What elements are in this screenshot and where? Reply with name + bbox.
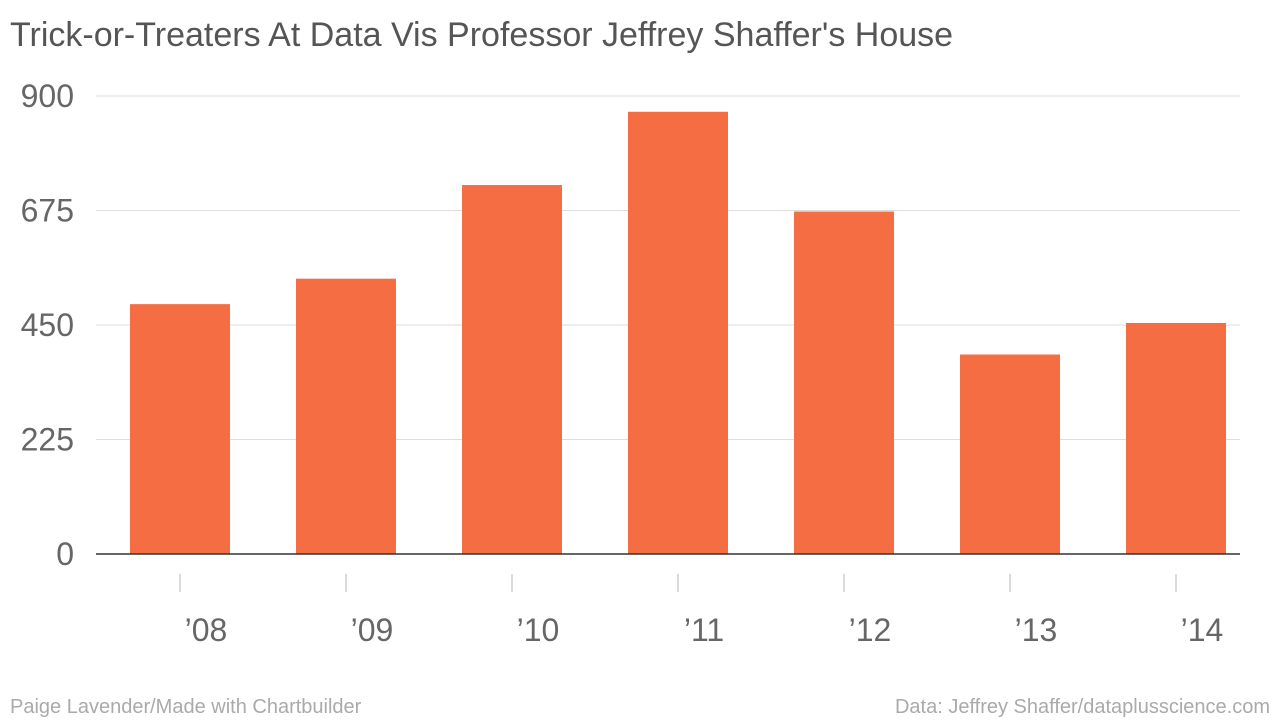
y-tick-label: 450 — [21, 307, 74, 343]
x-tick-label: ’10 — [517, 612, 560, 648]
credit-left: Paige Lavender/Made with Chartbuilder — [10, 696, 362, 718]
y-tick-label: 675 — [21, 193, 74, 229]
x-tick-label: ’14 — [1181, 612, 1224, 648]
x-tick-label: ’09 — [351, 612, 394, 648]
x-tick-label: ’13 — [1015, 612, 1058, 648]
x-tick-label: ’08 — [185, 612, 228, 648]
x-tick-label: ’11 — [684, 612, 724, 648]
y-axis-ticks: 0 225 450 675 900 — [21, 78, 74, 572]
bar — [296, 278, 396, 554]
credit-right: Data: Jeffrey Shaffer/dataplusscience.co… — [895, 696, 1270, 718]
x-tick-label: ’12 — [849, 612, 892, 648]
chart-title: Trick-or-Treaters At Data Vis Professor … — [10, 16, 953, 54]
bar — [628, 111, 728, 554]
y-tick-label: 225 — [21, 422, 74, 458]
y-tick-label: 900 — [21, 78, 74, 114]
bar — [1126, 322, 1226, 554]
bars — [130, 111, 1226, 555]
bar — [960, 354, 1060, 554]
y-tick-label: 0 — [56, 536, 74, 572]
bar — [130, 304, 230, 554]
bar — [794, 211, 894, 555]
bar — [462, 185, 562, 555]
x-axis-ticks: ’08 ’09 ’10 ’11 ’12 ’13 ’14 — [179, 574, 1224, 648]
